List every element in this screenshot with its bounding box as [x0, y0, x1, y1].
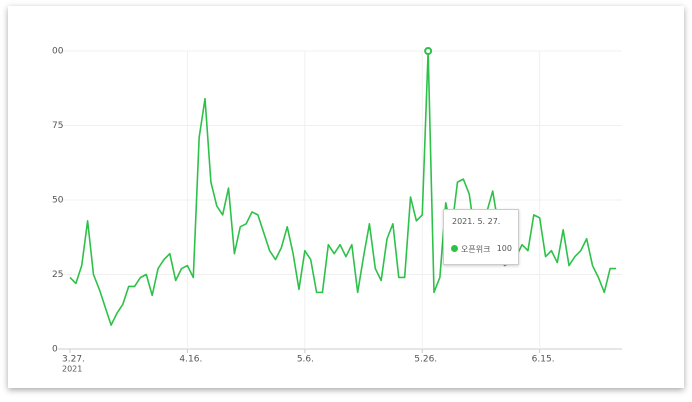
hover-marker	[424, 47, 433, 55]
tooltip-series: 오픈위크	[461, 245, 491, 254]
tooltip-value: 100	[496, 244, 512, 253]
x-tick-label: 5.26.	[414, 355, 437, 365]
tooltip: 2021. 5. 27. 오픈위크 100	[443, 209, 519, 265]
x-tick-label: 6.15.	[532, 355, 555, 365]
x-tick-label: 4.16.	[179, 355, 202, 365]
chart-card	[8, 6, 684, 388]
y-tick-label: 00	[52, 47, 64, 57]
line-series	[69, 50, 616, 326]
y-tick-label: 25	[52, 270, 63, 280]
tooltip-dot	[451, 245, 458, 252]
y-tick-label: 75	[52, 121, 63, 131]
x-tick-label: 5.6.	[297, 355, 314, 365]
y-tick-label: 50	[52, 196, 64, 206]
x-year-label: 2021	[62, 365, 82, 374]
x-tick-label: 3.27.	[62, 355, 85, 365]
tooltip-title: 2021. 5. 27.	[452, 217, 501, 226]
y-tick-label: 0	[52, 345, 58, 355]
